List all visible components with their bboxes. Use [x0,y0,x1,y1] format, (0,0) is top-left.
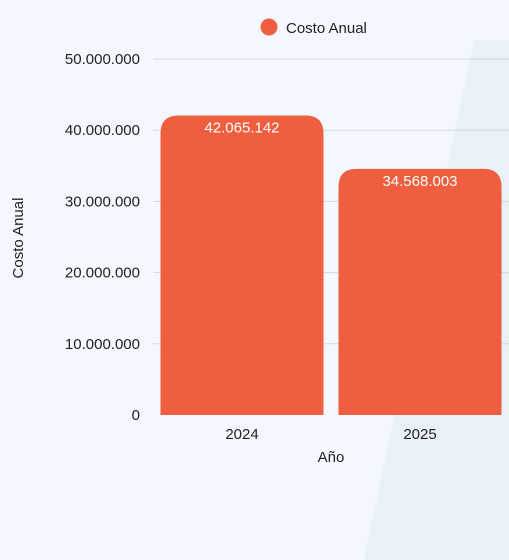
y-tick-label: 20.000.000 [65,265,140,282]
legend[interactable]: Costo Anual [260,18,367,38]
bar-2025[interactable] [338,168,502,415]
y-axis-ticks: 0 10.000.000 20.000.000 30.000.000 40.000.00… [65,51,140,424]
y-tick-label: 40.000.000 [65,122,140,139]
legend-label: Costo Anual [286,20,367,37]
bar-value-label: 42.065.142 [204,119,279,136]
x-tick-label: 2024 [225,426,258,443]
y-axis-title: Costo Anual [10,198,27,279]
legend-swatch [260,18,278,36]
x-axis-title: Año [318,449,345,464]
bar-value-label: 34.568.003 [382,173,457,190]
bars: 42.065.142 34.568.003 [160,115,502,415]
bar-chart: 42.065.142 34.568.003 0 10.000.000 20.000.0… [10,18,509,464]
y-tick-label: 50.000.000 [65,51,140,68]
x-axis-ticks: 2024 2025 [225,426,436,443]
y-tick-label: 30.000.000 [65,193,140,210]
y-tick-label: 0 [132,407,140,424]
y-tick-label: 10.000.000 [65,336,140,353]
bar-2024[interactable] [160,115,324,415]
x-tick-label: 2025 [403,426,436,443]
